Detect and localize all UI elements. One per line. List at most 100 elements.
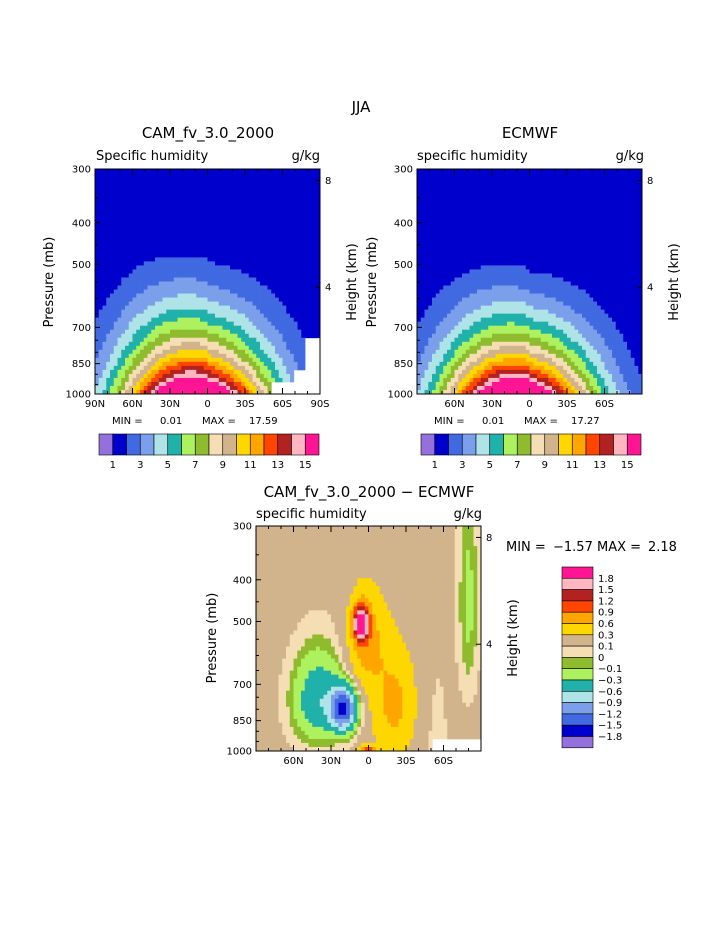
field-cell	[495, 265, 500, 270]
field-cell	[155, 265, 160, 270]
field-cell	[110, 305, 115, 311]
field-cell	[102, 305, 107, 311]
field-cell	[95, 209, 100, 214]
field-cell	[533, 237, 538, 242]
field-cell	[117, 257, 122, 262]
field-cell	[608, 269, 613, 274]
field-cell	[267, 253, 272, 258]
field-cell	[630, 249, 635, 254]
field-cell	[170, 341, 175, 347]
field-cell	[192, 309, 197, 315]
field-cell	[260, 321, 265, 327]
field-cell	[128, 265, 133, 270]
field-cell	[563, 273, 568, 278]
field-cell	[143, 177, 148, 182]
field-cell	[503, 197, 508, 202]
field-cell	[241, 265, 246, 270]
field-cell	[432, 173, 437, 178]
field-cell	[200, 193, 205, 198]
field-cell	[192, 329, 197, 335]
field-cell	[136, 293, 141, 298]
field-cell	[128, 277, 133, 282]
field-cell	[222, 269, 227, 274]
field-cell	[286, 233, 291, 238]
field-cell	[200, 201, 205, 206]
field-cell	[522, 233, 527, 238]
field-cell	[582, 265, 587, 270]
field-cell	[117, 301, 122, 307]
field-cell	[166, 185, 171, 190]
field-cell	[113, 245, 118, 250]
field-cell	[552, 173, 557, 178]
field-cell	[480, 229, 485, 234]
field-cell	[450, 197, 455, 202]
field-cell	[301, 229, 306, 234]
field-cell	[462, 193, 467, 198]
field-cell	[529, 241, 534, 246]
field-cell	[443, 229, 448, 234]
field-cell	[181, 337, 186, 343]
field-cell	[248, 317, 253, 323]
field-cell	[290, 317, 295, 323]
y-tick-label: 700	[72, 323, 91, 334]
field-cell	[293, 329, 298, 335]
field-cell	[286, 305, 291, 311]
field-cell	[316, 229, 321, 234]
field-cell	[155, 217, 160, 222]
field-cell	[305, 321, 310, 327]
field-cell	[95, 285, 100, 290]
field-cell	[540, 257, 545, 262]
field-cell	[301, 337, 306, 343]
field-cell	[151, 317, 156, 323]
field-cell	[297, 257, 302, 262]
field-cell	[188, 249, 193, 254]
field-cell	[230, 249, 235, 254]
field-cell	[110, 265, 115, 270]
field-cell	[233, 241, 238, 246]
field-cell	[634, 201, 639, 206]
field-cell	[136, 277, 141, 282]
field-cell	[518, 209, 523, 214]
field-cell	[102, 249, 107, 254]
field-cell	[623, 173, 628, 178]
field-cell	[544, 269, 549, 274]
field-cell	[510, 185, 515, 190]
field-cell	[585, 257, 590, 262]
field-cell	[263, 377, 268, 383]
field-cell	[537, 273, 542, 278]
field-cell	[567, 249, 572, 254]
field-cell	[117, 341, 122, 347]
field-cell	[570, 217, 575, 222]
field-cell	[615, 233, 620, 238]
field-cell	[278, 365, 283, 371]
field-cell	[537, 201, 542, 206]
field-cell	[226, 369, 231, 375]
field-cell	[173, 361, 178, 367]
field-cell	[559, 193, 564, 198]
field-cell	[638, 205, 643, 210]
field-cell	[106, 273, 111, 278]
field-cell	[469, 249, 474, 254]
field-cell	[634, 253, 639, 258]
field-cell	[290, 289, 295, 294]
field-cell	[181, 321, 186, 327]
field-cell	[420, 237, 425, 242]
field-cell	[533, 213, 538, 218]
field-cell	[222, 229, 227, 234]
field-cell	[615, 217, 620, 222]
field-cell	[627, 201, 632, 206]
field-cell	[469, 229, 474, 234]
field-cell	[600, 221, 605, 226]
field-cell	[465, 221, 470, 226]
field-cell	[147, 385, 152, 391]
field-cell	[256, 269, 261, 274]
field-cell	[132, 273, 137, 278]
field-cell	[196, 337, 201, 343]
field-cell	[428, 257, 433, 262]
field-cell	[166, 241, 171, 246]
field-cell	[128, 269, 133, 274]
field-cell	[185, 305, 190, 311]
field-cell	[290, 369, 295, 375]
field-cell	[275, 237, 280, 242]
field-cell	[128, 281, 133, 286]
